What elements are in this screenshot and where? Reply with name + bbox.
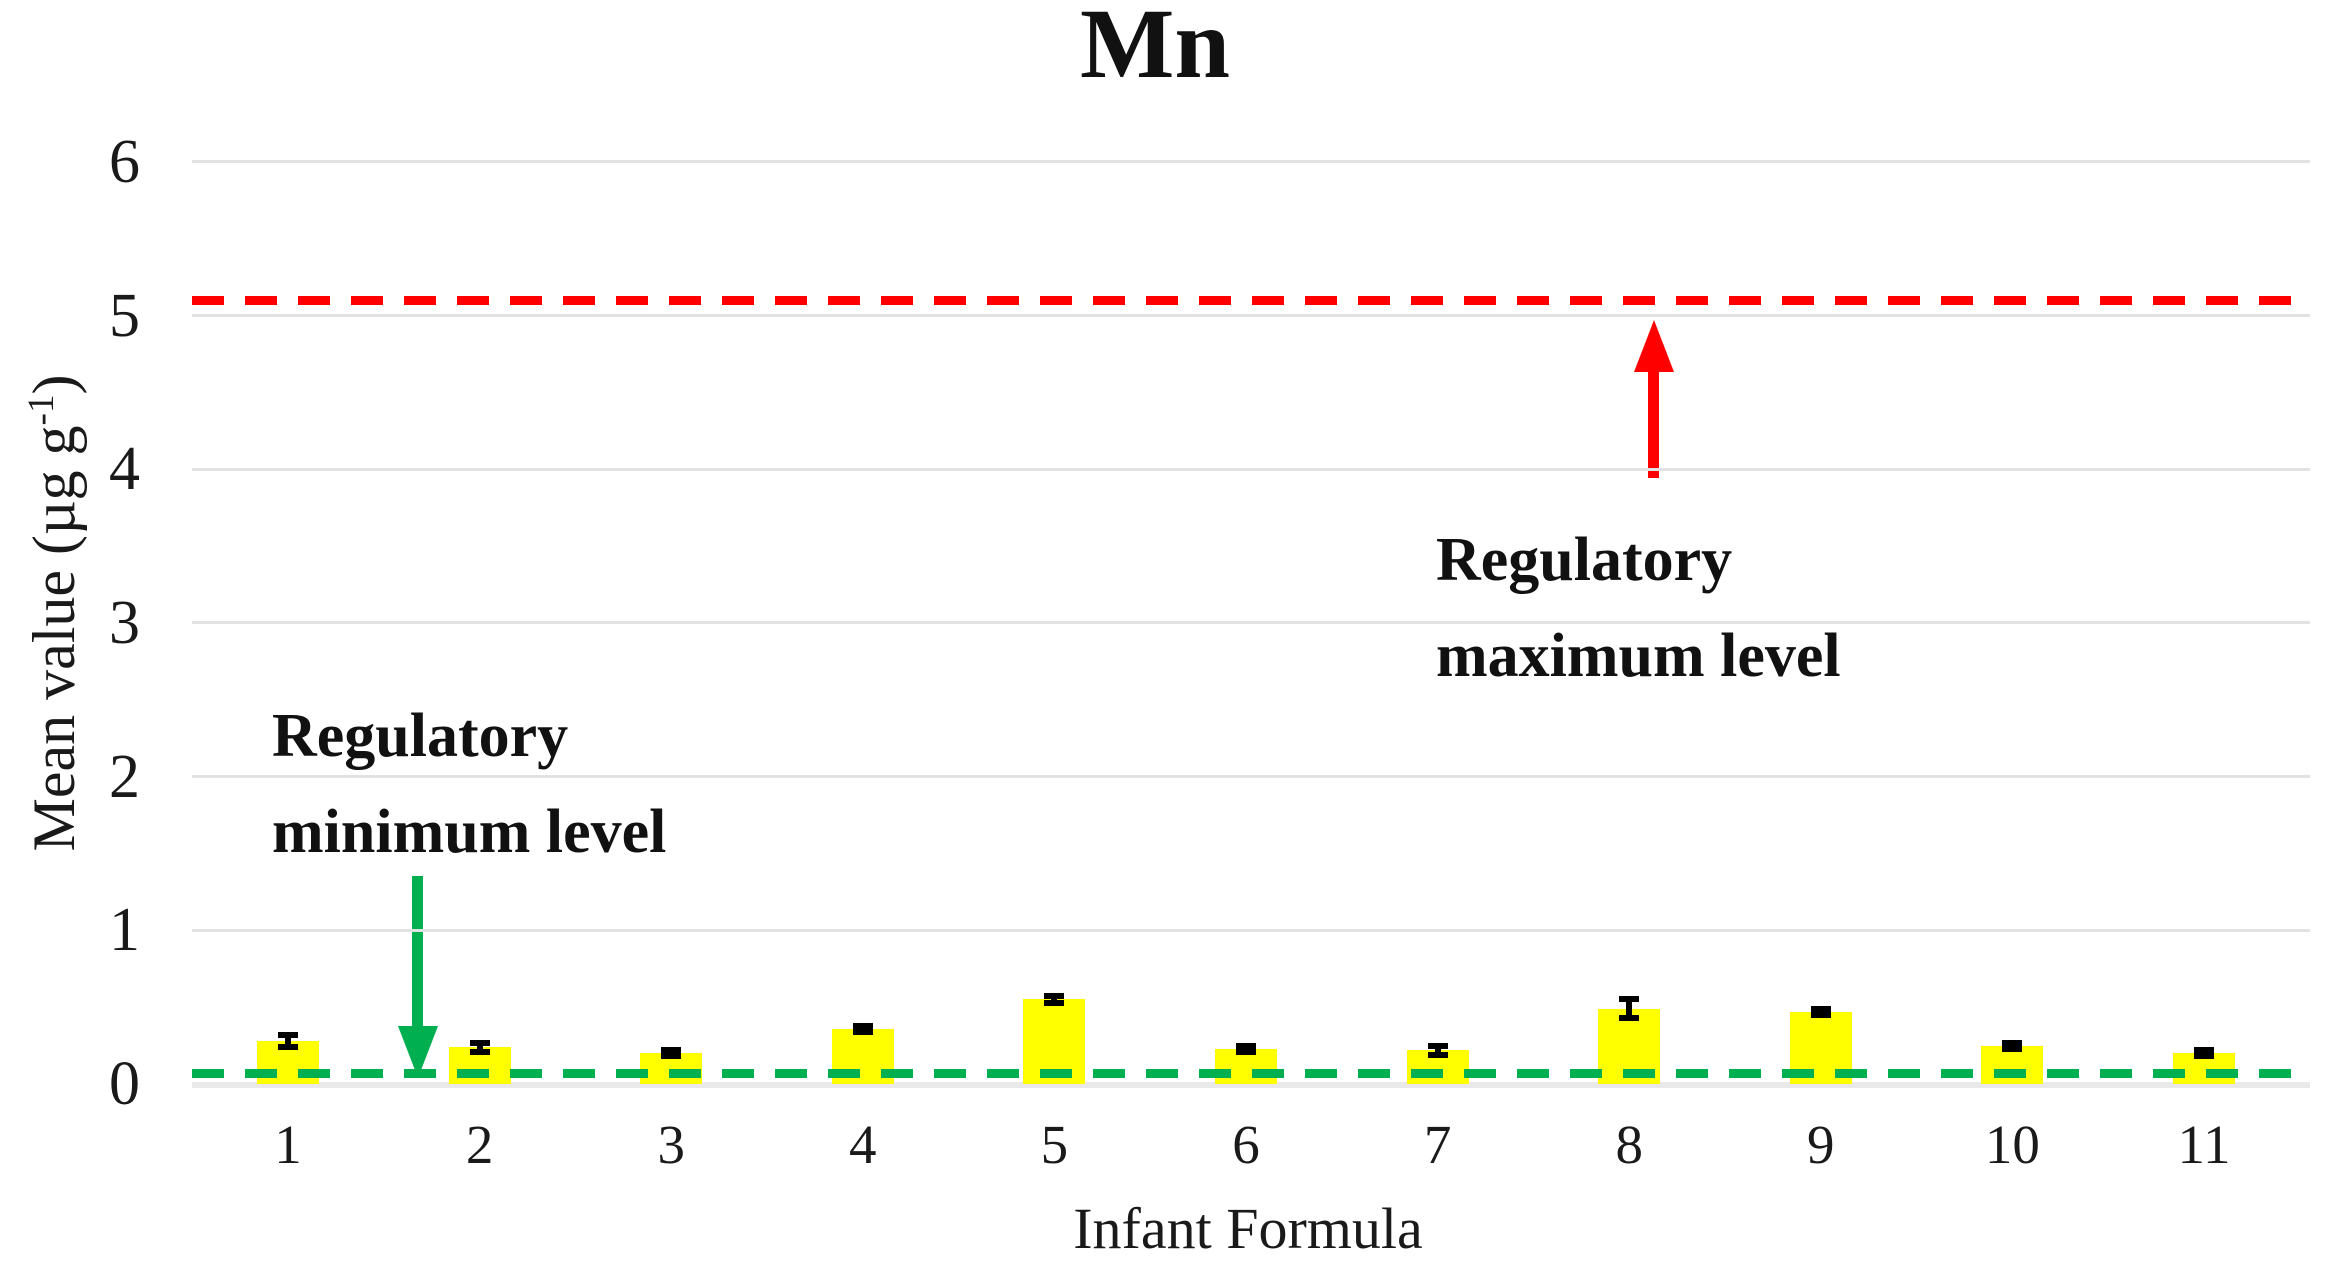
error-bar-cap-bottom <box>278 1044 298 1051</box>
error-bar <box>1434 1045 1441 1055</box>
max-level-arrow-head <box>1634 320 1674 372</box>
x-axis-title: Infant Formula <box>1073 1196 1423 1261</box>
error-bar <box>859 1025 866 1032</box>
error-bar <box>1817 1008 1824 1015</box>
gridline <box>192 467 2310 471</box>
gridline <box>192 621 2310 625</box>
y-axis-title-superscript: -1 <box>21 394 62 426</box>
y-tick-label: 0 <box>109 1050 140 1118</box>
error-bar-cap-top <box>852 1022 873 1029</box>
annotation-regulatory-minimum: Regulatory minimum level <box>272 688 666 880</box>
y-tick-label: 6 <box>109 127 140 196</box>
error-bar-cap-top <box>1619 996 1640 1003</box>
x-tick-label: 3 <box>657 1114 685 1175</box>
y-tick-label: 5 <box>109 281 140 350</box>
error-bar-cap-bottom <box>2194 1053 2214 1060</box>
y-axis-title-close: ) <box>21 374 87 395</box>
max-level-arrow <box>1648 368 1659 478</box>
error-bar <box>476 1042 483 1052</box>
x-tick-label: 6 <box>1232 1114 1260 1175</box>
x-tick-label: 1 <box>274 1114 302 1175</box>
error-bar-cap-top <box>1427 1042 1448 1049</box>
error-bar-cap-top <box>2194 1047 2214 1054</box>
reference-line-min <box>192 1068 2310 1078</box>
annotation-min-line1: Regulatory <box>272 702 569 770</box>
error-bar <box>668 1050 675 1057</box>
y-tick-label: 4 <box>109 435 140 504</box>
error-bar <box>2201 1050 2207 1057</box>
error-bar-cap-top <box>278 1031 298 1038</box>
error-bar-cap-bottom <box>661 1053 682 1060</box>
gridline <box>192 775 2310 779</box>
x-tick-label: 7 <box>1423 1114 1452 1175</box>
y-tick-label: 1 <box>109 896 140 965</box>
x-tick-label: 11 <box>2177 1114 2231 1175</box>
error-bar-cap-bottom <box>469 1048 490 1055</box>
annotation-max-line1: Regulatory <box>1436 526 1733 594</box>
error-bar-cap-top <box>2002 1039 2023 1046</box>
reference-line-max <box>192 295 2310 305</box>
error-bar-cap-top <box>1236 1042 1256 1049</box>
error-bar-cap-bottom <box>852 1028 873 1035</box>
error-bar-cap-bottom <box>1427 1051 1448 1058</box>
error-bar-cap-bottom <box>1044 999 1065 1006</box>
error-bar <box>1051 996 1058 1003</box>
x-tick-label: 5 <box>1040 1114 1069 1175</box>
error-bar <box>285 1034 291 1048</box>
error-bar-cap-bottom <box>2002 1045 2023 1052</box>
chart-title: Mn <box>1080 0 1230 99</box>
error-bar-cap-top <box>1810 1005 1831 1012</box>
annotation-max-line2: maximum level <box>1436 622 1841 690</box>
y-tick-label: 3 <box>109 588 140 657</box>
gridline <box>192 928 2310 932</box>
x-tick-label: 2 <box>465 1114 494 1175</box>
error-bar-cap-bottom <box>1619 1014 1640 1021</box>
error-bar-cap-top <box>469 1039 490 1046</box>
x-tick-label: 4 <box>849 1114 877 1175</box>
x-tick-label: 9 <box>1807 1114 1835 1175</box>
gridline <box>192 160 2310 164</box>
error-bar-cap-top <box>1044 993 1065 1000</box>
x-tick-label: 10 <box>1984 1114 2040 1175</box>
x-tick-label: 8 <box>1615 1114 1643 1175</box>
error-bar <box>2009 1042 2016 1049</box>
min-level-arrow <box>412 876 423 1028</box>
annotation-regulatory-maximum: Regulatory maximum level <box>1436 512 1841 704</box>
error-bar-cap-bottom <box>1236 1048 1256 1055</box>
error-bar-cap-top <box>661 1047 682 1054</box>
x-axis-line <box>192 1082 2310 1088</box>
error-bar <box>1243 1045 1249 1052</box>
annotation-min-line2: minimum level <box>272 798 667 866</box>
error-bar-cap-bottom <box>1810 1011 1831 1018</box>
error-bar <box>1626 999 1633 1018</box>
y-tick-label: 2 <box>109 742 140 811</box>
gridline <box>192 314 2310 317</box>
